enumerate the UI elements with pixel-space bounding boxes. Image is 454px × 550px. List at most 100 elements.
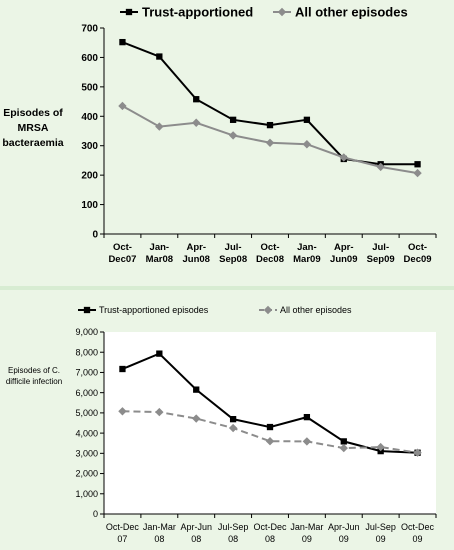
data-point bbox=[302, 140, 312, 149]
x-tick-label: Jul-Sep bbox=[365, 522, 396, 532]
cdiff-chart-panel: 0 1,000 2,000 3,000 4,000 5,000 6,000 7,000 8,00… bbox=[0, 290, 454, 550]
plot-area bbox=[104, 28, 436, 234]
mrsa-chart: 0100200300400500600700Oct-Dec07Jan-Mar08… bbox=[0, 0, 454, 286]
y-tick-label: 600 bbox=[81, 53, 98, 64]
x-tick-label: Oct-Dec bbox=[106, 522, 140, 532]
x-tick-label: 09 bbox=[339, 534, 349, 544]
x-tick-label: Jan-Mar bbox=[143, 522, 176, 532]
data-point bbox=[376, 442, 385, 452]
x-tick-label: Dec08 bbox=[256, 254, 284, 265]
y-tick-label: 4,000 bbox=[75, 428, 98, 438]
data-point bbox=[266, 121, 274, 129]
data-point bbox=[156, 53, 163, 60]
y-tick-label: 9,000 bbox=[75, 327, 98, 337]
legend-label: Trust-apportioned episodes bbox=[99, 305, 209, 315]
x-tick-label: Mar09 bbox=[293, 254, 320, 265]
data-point bbox=[192, 118, 201, 127]
x-tick-label: Oct-Dec bbox=[401, 522, 435, 532]
y-axis-title: Episodes of bbox=[3, 107, 63, 119]
y-tick-label: 2,000 bbox=[75, 469, 98, 479]
data-point bbox=[303, 116, 311, 123]
data-point bbox=[228, 131, 238, 140]
data-point bbox=[302, 437, 312, 446]
data-point bbox=[229, 416, 237, 423]
x-tick-label: Sep09 bbox=[367, 254, 395, 265]
data-point bbox=[266, 423, 274, 431]
y-tick-label: 400 bbox=[81, 112, 98, 123]
y-axis-title: bacteraemia bbox=[2, 137, 63, 149]
data-point bbox=[340, 438, 347, 445]
data-point bbox=[118, 101, 127, 111]
data-point bbox=[192, 414, 201, 423]
y-tick-label: 100 bbox=[81, 200, 98, 211]
x-tick-label: 09 bbox=[376, 534, 386, 544]
plot-area bbox=[104, 332, 436, 514]
x-tick-label: Apr- bbox=[186, 242, 206, 253]
y-axis-title: Episodes of C. bbox=[8, 366, 60, 375]
data-point bbox=[155, 122, 164, 131]
y-tick-label: 700 bbox=[81, 24, 98, 35]
legend-label: All other episodes bbox=[280, 305, 352, 315]
legend-label: All other episodes bbox=[295, 5, 408, 20]
x-tick-label: Oct- bbox=[113, 242, 132, 253]
data-point bbox=[414, 161, 421, 168]
y-axis-title: MRSA bbox=[18, 122, 49, 134]
data-point bbox=[265, 437, 275, 446]
data-point bbox=[119, 38, 126, 46]
y-tick-label: 0 bbox=[93, 509, 98, 519]
y-tick-label: 7,000 bbox=[75, 368, 98, 378]
panel-divider bbox=[0, 286, 454, 290]
legend-swatch-marker bbox=[277, 7, 287, 17]
x-tick-label: Jun08 bbox=[182, 254, 209, 265]
x-tick-label: Jan-Mar bbox=[290, 522, 323, 532]
data-point bbox=[413, 168, 422, 178]
data-point bbox=[118, 407, 127, 416]
x-tick-label: 08 bbox=[154, 534, 164, 544]
x-tick-label: Jul-Sep bbox=[218, 522, 249, 532]
x-tick-label: Oct- bbox=[261, 242, 280, 253]
y-tick-label: 500 bbox=[81, 82, 98, 93]
data-point bbox=[228, 423, 238, 433]
x-tick-label: 08 bbox=[228, 534, 238, 544]
y-tick-label: 1,000 bbox=[75, 489, 98, 499]
data-point bbox=[229, 116, 237, 123]
x-tick-label: 09 bbox=[302, 534, 312, 544]
mrsa-chart-panel: 0 100 200 300 400 500 600 700 Oct- Dec07 Jan- Mar08… bbox=[0, 0, 454, 286]
x-tick-label: Sep08 bbox=[219, 254, 247, 265]
x-tick-label: Jan- bbox=[150, 242, 170, 253]
legend-swatch-marker bbox=[125, 8, 133, 16]
data-point bbox=[413, 448, 422, 457]
data-point bbox=[376, 162, 385, 172]
x-tick-label: Apr-Jun bbox=[328, 522, 360, 532]
x-tick-label: Oct-Dec bbox=[253, 522, 287, 532]
y-tick-label: 300 bbox=[81, 141, 98, 152]
x-tick-label: Jan- bbox=[297, 242, 317, 253]
x-tick-label: 07 bbox=[117, 534, 127, 544]
legend-swatch-marker bbox=[263, 305, 273, 315]
x-tick-label: Apr- bbox=[334, 242, 354, 253]
x-tick-label: Dec07 bbox=[108, 254, 136, 265]
y-tick-label: 200 bbox=[81, 171, 98, 182]
legend-label: Trust-apportioned bbox=[142, 5, 253, 20]
x-tick-label: Dec09 bbox=[404, 254, 432, 265]
data-point bbox=[155, 407, 164, 417]
y-tick-label: 5,000 bbox=[75, 408, 98, 418]
data-point bbox=[265, 138, 275, 147]
y-axis-title: difficile infection bbox=[6, 377, 62, 386]
y-tick-label: 0 bbox=[92, 230, 98, 241]
cdiff-chart: 0 1,000 2,000 3,000 4,000 5,000 6,000 7,000 8,00… bbox=[0, 290, 454, 550]
x-tick-label: Jun09 bbox=[330, 254, 357, 265]
x-tick-label: 08 bbox=[191, 534, 201, 544]
x-tick-label: Apr-Jun bbox=[180, 522, 212, 532]
y-tick-label: 8,000 bbox=[75, 347, 98, 357]
x-tick-label: Jul- bbox=[372, 242, 389, 253]
data-point bbox=[156, 350, 163, 357]
data-point bbox=[339, 443, 348, 453]
data-point bbox=[193, 96, 200, 103]
x-tick-label: Jul- bbox=[225, 242, 242, 253]
data-point bbox=[119, 365, 126, 373]
y-tick-label: 6,000 bbox=[75, 388, 98, 398]
data-point bbox=[339, 153, 348, 162]
x-tick-label: Mar08 bbox=[146, 254, 173, 265]
